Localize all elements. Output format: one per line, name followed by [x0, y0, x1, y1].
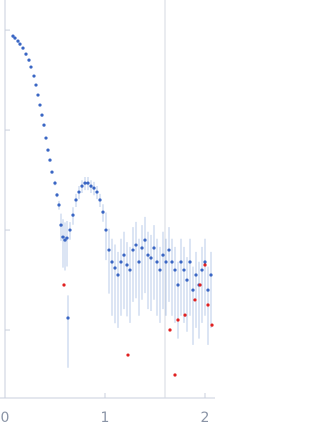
- x-tick-label: 2: [201, 410, 210, 426]
- data-point: [95, 190, 99, 194]
- data-point: [116, 273, 120, 277]
- data-point: [18, 42, 22, 46]
- data-point: [191, 288, 195, 292]
- data-point: [176, 318, 180, 322]
- data-point: [65, 236, 69, 240]
- data-point: [74, 198, 78, 202]
- data-point: [104, 228, 108, 232]
- data-point: [21, 46, 25, 50]
- data-point: [13, 36, 17, 40]
- data-point: [101, 210, 105, 214]
- data-point: [61, 235, 65, 239]
- data-point: [16, 39, 20, 43]
- data-point: [63, 238, 67, 242]
- data-point: [68, 228, 72, 232]
- data-point: [161, 253, 165, 257]
- data-point: [176, 283, 180, 287]
- data-point: [89, 184, 93, 188]
- data-point: [128, 268, 132, 272]
- data-point: [62, 283, 66, 287]
- data-point: [164, 260, 168, 264]
- data-point: [46, 148, 50, 152]
- data-point: [44, 136, 48, 140]
- data-point: [86, 181, 90, 185]
- data-point: [210, 323, 214, 327]
- data-point: [173, 268, 177, 272]
- data-point: [36, 93, 40, 97]
- data-point: [179, 260, 183, 264]
- data-point: [38, 103, 42, 107]
- data-point: [110, 260, 114, 264]
- data-point: [113, 266, 117, 270]
- data-point: [173, 373, 177, 377]
- data-point: [155, 260, 159, 264]
- data-point: [168, 328, 172, 332]
- data-point: [206, 288, 210, 292]
- data-point: [107, 248, 111, 252]
- data-point: [193, 298, 197, 302]
- data-point: [137, 260, 141, 264]
- data-point: [48, 158, 52, 162]
- data-point: [50, 170, 54, 174]
- data-point: [11, 34, 15, 38]
- x-tick-label: 0: [1, 410, 10, 426]
- data-point: [146, 253, 150, 257]
- data-point: [27, 58, 31, 62]
- x-tick-label: 1: [101, 410, 110, 426]
- data-point: [188, 260, 192, 264]
- data-point: [53, 181, 57, 185]
- data-point: [203, 260, 207, 264]
- data-point: [185, 278, 189, 282]
- data-point: [55, 193, 59, 197]
- data-point: [77, 190, 81, 194]
- data-point: [66, 316, 70, 320]
- data-point: [167, 248, 171, 252]
- data-point: [119, 260, 123, 264]
- data-point: [200, 268, 204, 272]
- data-point: [209, 273, 213, 277]
- data-point: [32, 74, 36, 78]
- data-point: [194, 273, 198, 277]
- data-point: [71, 213, 75, 217]
- data-point: [170, 260, 174, 264]
- data-point: [42, 123, 46, 127]
- data-point: [59, 223, 63, 227]
- data-point: [203, 263, 207, 267]
- data-point: [183, 313, 187, 317]
- data-point: [131, 248, 135, 252]
- data-point: [34, 83, 38, 87]
- data-point: [80, 184, 84, 188]
- data-point: [24, 52, 28, 56]
- data-point: [57, 203, 61, 207]
- data-point: [182, 268, 186, 272]
- data-point: [98, 198, 102, 202]
- data-point: [198, 283, 202, 287]
- data-point: [122, 253, 126, 257]
- data-point: [40, 113, 44, 117]
- data-point: [158, 268, 162, 272]
- data-point: [126, 353, 130, 357]
- chart: 0 1 2: [0, 0, 215, 426]
- data-point: [152, 246, 156, 250]
- data-point: [92, 186, 96, 190]
- data-point: [134, 243, 138, 247]
- data-point: [125, 263, 129, 267]
- data-point: [140, 246, 144, 250]
- data-point: [149, 256, 153, 260]
- data-point: [206, 303, 210, 307]
- data-point: [83, 181, 87, 185]
- data-point: [143, 238, 147, 242]
- data-point: [29, 65, 33, 69]
